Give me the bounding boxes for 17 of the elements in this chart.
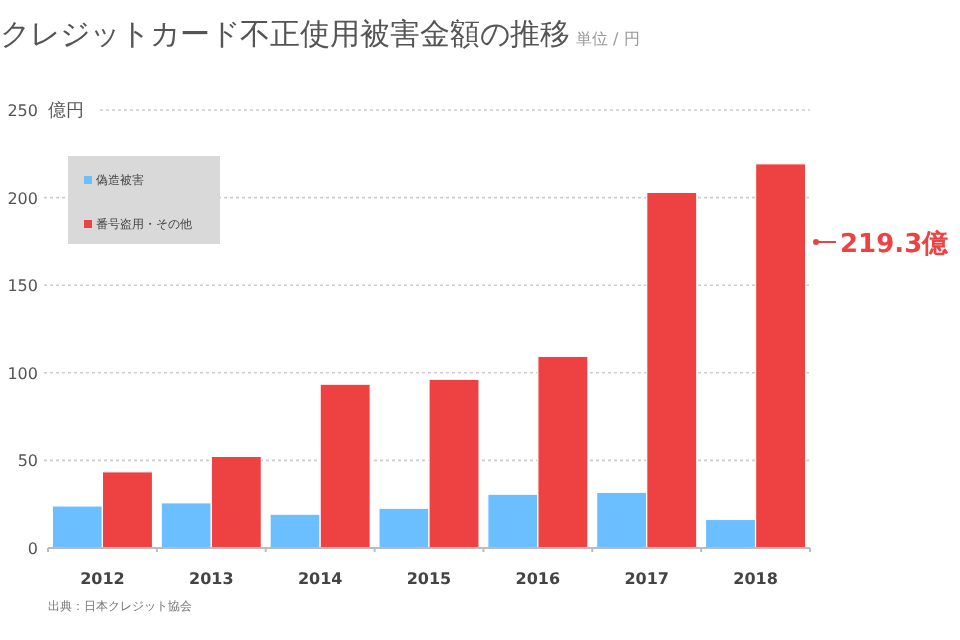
x-tick-label: 2017 xyxy=(624,570,669,588)
y-tick-label: 250 xyxy=(7,102,38,120)
y-tick-label: 50 xyxy=(17,452,38,471)
x-tick-label: 2016 xyxy=(515,570,561,588)
x-tick-label: 2012 xyxy=(80,570,125,588)
chart-title: クレジットカード不正使用被害金額の推移 xyxy=(0,16,570,52)
x-tick-label: 2013 xyxy=(189,570,234,588)
y-tick-label: 0 xyxy=(27,540,38,558)
x-tick-label: 2018 xyxy=(733,570,779,588)
y-axis-title: 億円 xyxy=(48,100,84,122)
y-tick-label: 100 xyxy=(7,364,38,383)
y-tick-label: 150 xyxy=(7,277,38,296)
y-tick-label: 200 xyxy=(7,189,38,208)
text: 219.3億 xyxy=(840,228,951,260)
chart-subtitle: 単位 / 円 xyxy=(576,30,640,48)
x-tick-label: 2014 xyxy=(297,570,344,588)
x-tick-label: 2015 xyxy=(406,570,453,588)
